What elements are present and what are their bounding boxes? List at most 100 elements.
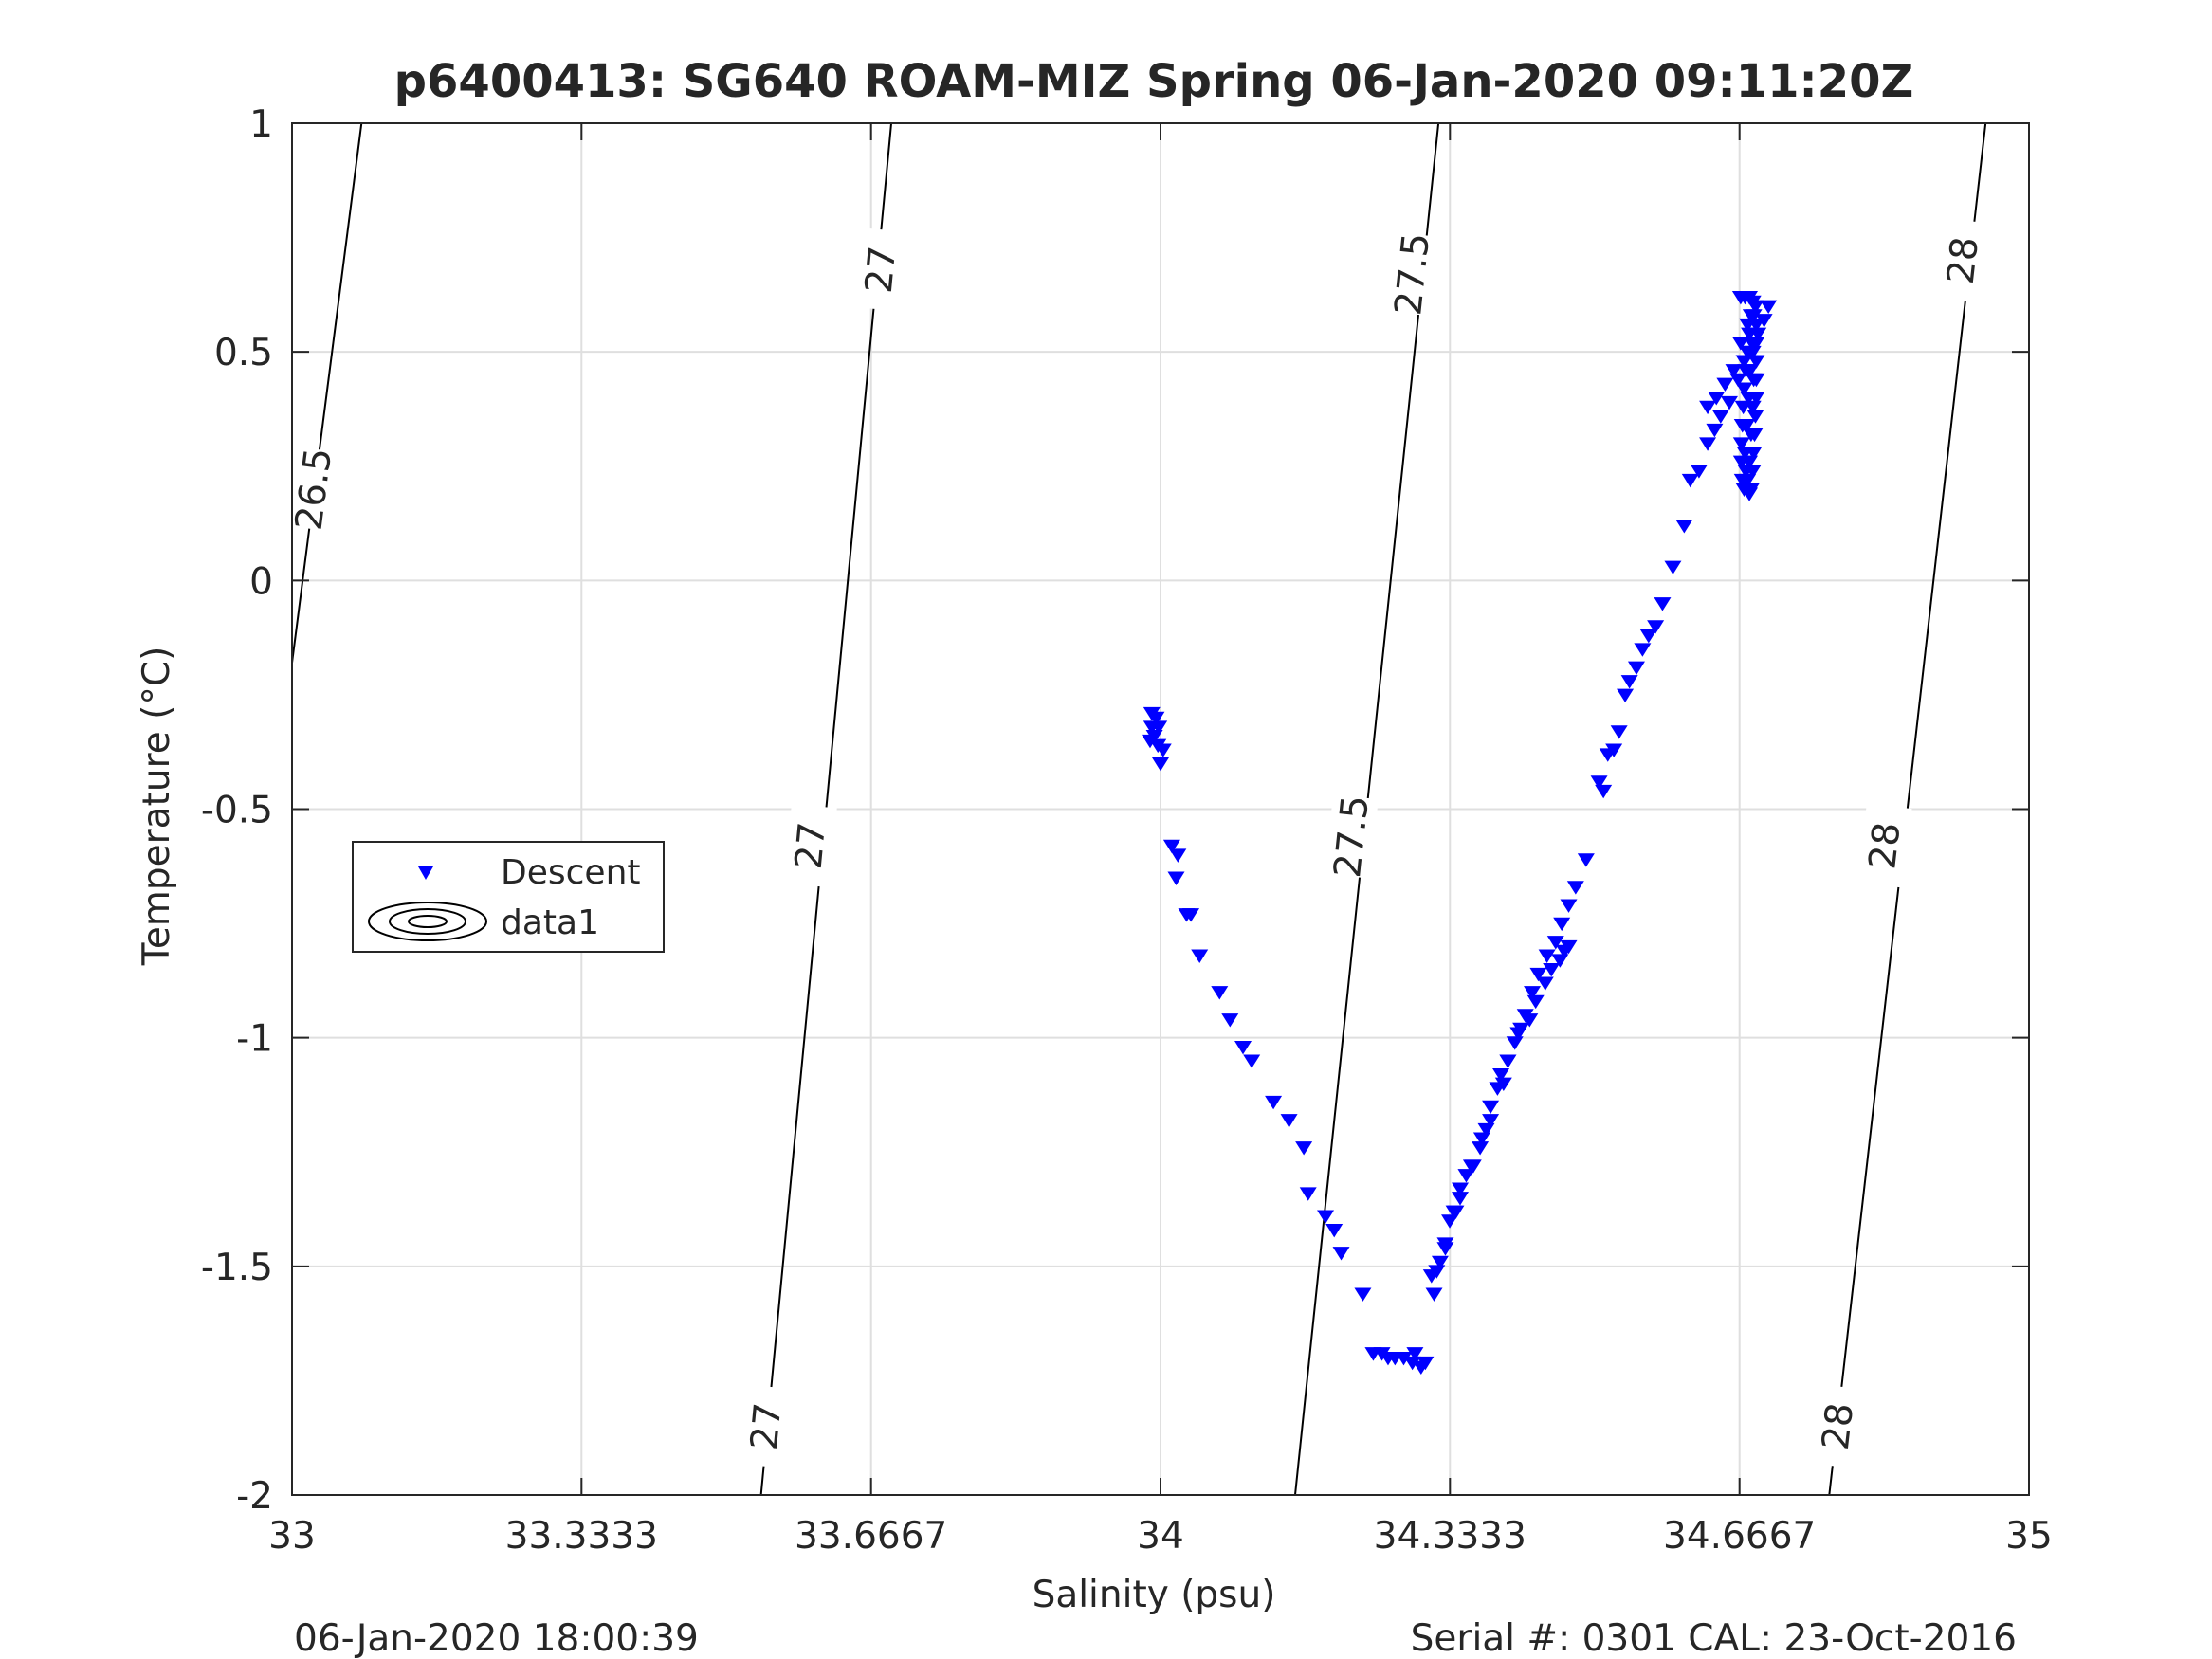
x-axis-label: Salinity (psu) [1033, 1574, 1276, 1616]
descent-point [1472, 1132, 1490, 1146]
descent-point [1555, 944, 1573, 959]
descent-point [1747, 355, 1765, 369]
axis-ticks: 33 33.3333 33.6667 34 34.3333 34.6667 35 -2 -1.5… [201, 103, 2053, 1558]
chart-title: p6400413: SG640 ROAM-MIZ Spring 06-Jan-2… [394, 55, 1914, 108]
descent-point [1169, 848, 1187, 863]
x-tick-label: 33.3333 [505, 1515, 658, 1558]
descent-point [1745, 309, 1763, 323]
contour-line [291, 122, 363, 664]
footer-serial-cal: Serial #: 0301 CAL: 23-Oct-2016 [1411, 1617, 2017, 1659]
descent-point [1560, 899, 1578, 913]
descent-point [1147, 711, 1165, 726]
legend-box [352, 841, 665, 953]
descent-point [1395, 1352, 1413, 1366]
descent-point [1191, 949, 1209, 963]
descent-point [1577, 853, 1595, 867]
descent-point [1605, 743, 1623, 757]
descent-point [1711, 410, 1729, 424]
descent-point [1725, 364, 1743, 378]
descent-point [1737, 465, 1755, 479]
descent-point [1617, 688, 1635, 703]
descent-point [1747, 318, 1765, 333]
y-tick-label: -2 [236, 1475, 273, 1518]
y-axis-label: Temperature (°C) [136, 647, 178, 967]
x-tick-label: 33 [268, 1515, 316, 1558]
descent-point [1627, 661, 1645, 676]
contour-label: 27.5 [1387, 231, 1438, 318]
descent-points [1142, 290, 1778, 1376]
descent-point [1280, 1114, 1298, 1128]
descent-point [1732, 437, 1750, 451]
y-tick-label: 1 [249, 103, 273, 146]
descent-point [1295, 1141, 1313, 1156]
descent-point [1590, 775, 1608, 790]
descent-point [1741, 364, 1759, 378]
legend: Descent data1 [352, 841, 665, 953]
contour-label: 28 [1940, 235, 1987, 286]
descent-point [1436, 1242, 1454, 1256]
descent-point [1445, 1205, 1463, 1220]
contour-label: 28 [1815, 1400, 1862, 1451]
descent-point [1406, 1347, 1424, 1361]
descent-point [1317, 1210, 1335, 1224]
x-tick-label: 34.3333 [1374, 1515, 1526, 1558]
descent-point [1699, 437, 1717, 451]
descent-point [1299, 1187, 1317, 1201]
descent-point [1681, 473, 1699, 488]
x-tick-label: 33.6667 [795, 1515, 947, 1558]
contour-label: 27 [858, 245, 905, 296]
descent-point [1499, 1054, 1517, 1068]
descent-point [1425, 1287, 1443, 1302]
x-tick-label: 34 [1137, 1515, 1184, 1558]
contour-label-gap [1810, 1384, 1866, 1469]
legend-contour-icon [368, 902, 487, 941]
descent-point [1526, 994, 1545, 1010]
descent-point [1494, 1077, 1512, 1091]
descent-point [1452, 1182, 1470, 1196]
y-tick-label: 0.5 [214, 332, 273, 374]
descent-point [1482, 1114, 1500, 1128]
descent-point [1546, 936, 1564, 950]
contour-label-gap [285, 447, 342, 532]
descent-point [1142, 734, 1160, 749]
contour-label-gap [1857, 803, 1912, 888]
descent-point [1524, 986, 1542, 1000]
legend-data1-label: data1 [501, 903, 599, 942]
descent-point [1182, 908, 1200, 922]
descent-point [1553, 917, 1571, 932]
y-tick-label: -0.5 [201, 790, 273, 832]
descent-point [1664, 560, 1682, 574]
x-tick-label: 34.6667 [1663, 1515, 1816, 1558]
descent-point [1690, 465, 1708, 479]
descent-point [1634, 643, 1652, 657]
descent-point [1234, 1041, 1252, 1055]
descent-point [1647, 620, 1665, 634]
x-tick-label: 35 [2005, 1515, 2053, 1558]
descent-point [1211, 986, 1229, 1000]
descent-point [1472, 1141, 1490, 1156]
contour-label-gap [854, 228, 907, 312]
descent-point [1543, 963, 1561, 977]
contour-label: 27 [788, 820, 834, 871]
descent-point [1708, 392, 1726, 406]
descent-point [1521, 1013, 1539, 1028]
descent-point [1566, 881, 1584, 895]
descent-point [1706, 423, 1724, 438]
descent-point [1731, 337, 1749, 351]
descent-point [1736, 446, 1754, 461]
descent-point [1265, 1095, 1283, 1110]
descent-point [1162, 839, 1180, 854]
descent-point [1746, 410, 1764, 424]
contour-label: 26.5 [288, 446, 341, 533]
descent-point [1332, 1247, 1350, 1261]
descent-point [1457, 1169, 1475, 1183]
descent-point [1538, 949, 1556, 963]
descent-point [1431, 1255, 1449, 1270]
contour-label-gap [783, 804, 837, 888]
descent-point [1699, 400, 1717, 415]
descent-point [1744, 345, 1762, 360]
contour-label-gap [1935, 218, 1990, 303]
descent-point [1403, 1356, 1421, 1371]
descent-point [1654, 597, 1672, 611]
descent-point [1743, 337, 1761, 351]
